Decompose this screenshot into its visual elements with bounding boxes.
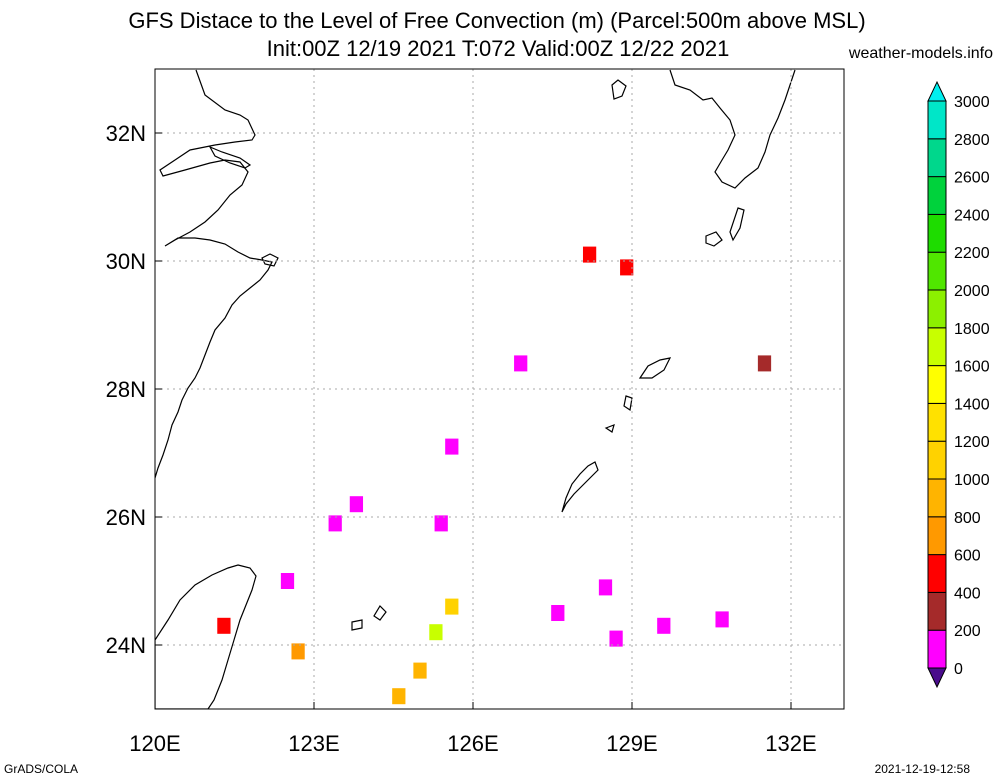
footer-credit: GrADS/COLA (4, 762, 79, 776)
map-title: GFS Distace to the Level of Free Convect… (128, 8, 866, 33)
zhoushan-islands (261, 253, 279, 267)
field-cell-3 (514, 355, 528, 372)
field-cell-13 (413, 662, 427, 679)
colorbar-label: 2600 (954, 170, 990, 187)
shanghai-estuary (208, 145, 252, 169)
lat-tick-label: 26N (106, 505, 146, 530)
footer-timestamp: 2021-12-19-12:58 (874, 762, 970, 776)
colorbar-label: 2400 (954, 207, 990, 224)
colorbar-label: 200 (954, 623, 981, 640)
colorbar-label: 0 (954, 661, 963, 678)
colorbar-label: 600 (954, 548, 981, 565)
colorbar: 0 200 400 600 800 1000 1200 1400 1600 1800 2000 220… (927, 80, 990, 689)
field-cell-15 (551, 605, 565, 621)
field-cell-5 (349, 496, 364, 513)
field-cell-6 (328, 515, 342, 532)
colorbar-segment-7 (927, 365, 947, 404)
colorbar-segment-13 (927, 138, 947, 178)
lat-tick-label: 30N (106, 249, 146, 274)
field-cell-10 (291, 643, 305, 660)
colorbar-segment-5 (927, 440, 947, 480)
colorbar-segment-6 (927, 402, 947, 442)
tokunoshima (623, 395, 633, 412)
colorbar-segment-11 (927, 213, 947, 253)
colorbar-label: 400 (954, 585, 981, 602)
colorbar-label: 1000 (954, 472, 990, 489)
colorbar-segment-12 (927, 176, 947, 215)
colorbar-label: 800 (954, 510, 981, 527)
field-cell-16 (598, 579, 613, 596)
field-cell-19 (715, 611, 729, 628)
lon-tick-label: 123E (288, 731, 339, 756)
colorbar-segment-2 (927, 554, 947, 593)
colorbar-label: 2000 (954, 283, 990, 300)
colorbar-segment-4 (927, 478, 947, 518)
colorbar-label: 1600 (954, 359, 990, 376)
field-cell-7 (434, 515, 448, 532)
field-cell-12 (429, 624, 443, 641)
colorbar-label: 1200 (954, 434, 990, 451)
colorbar-label: 2200 (954, 245, 990, 262)
taiwan-coastline (155, 564, 257, 709)
lat-tick-label: 32N (106, 121, 146, 146)
okinoerabu (604, 424, 615, 433)
map-subtitle: Init:00Z 12/19 2021 T:072 Valid:00Z 12/2… (266, 36, 730, 61)
colorbar-label: 2800 (954, 132, 990, 149)
korea-coastline (611, 79, 627, 100)
field-cell-14 (392, 688, 406, 705)
field-cell-4 (445, 438, 459, 455)
ishigaki-island (351, 619, 363, 631)
colorbar-segment-10 (927, 251, 947, 291)
field-cell-0 (582, 246, 597, 263)
axis-labels: 120E 123E 126E 129E 132E 24N 26N 28N 30N 32N (106, 121, 817, 756)
field-cell-8 (280, 573, 295, 589)
kyushu-coastline (669, 69, 796, 189)
field-cell-1 (620, 259, 634, 276)
yakushima (705, 231, 723, 247)
colorbar-label: 3000 (954, 94, 990, 111)
amami-oshima (638, 357, 672, 379)
field-cell-9 (217, 617, 231, 634)
colorbar-under-triangle (927, 667, 947, 689)
colorbar-segment-14 (927, 100, 947, 140)
colorbar-label: 1400 (954, 396, 990, 413)
colorbar-label: 1800 (954, 321, 990, 338)
china-coastline (155, 69, 273, 479)
lon-tick-label: 120E (129, 731, 180, 756)
lon-tick-label: 126E (447, 731, 498, 756)
field-layer (217, 246, 772, 705)
lon-tick-label: 129E (606, 731, 657, 756)
miyako-island (373, 605, 387, 621)
site-label: weather-models.info (848, 45, 993, 62)
colorbar-segment-8 (927, 327, 947, 367)
graticule (155, 69, 844, 709)
lat-tick-label: 24N (106, 633, 146, 658)
colorbar-over-triangle (927, 80, 947, 102)
coastline-layer (155, 69, 796, 709)
lat-tick-label: 28N (106, 377, 146, 402)
field-cell-18 (657, 617, 671, 634)
colorbar-segment-1 (927, 591, 947, 631)
field-cell-2 (757, 355, 772, 372)
field-cell-11 (445, 598, 459, 615)
tanegashima (729, 207, 745, 242)
okinawa-island (561, 461, 599, 513)
lon-tick-label: 132E (765, 731, 816, 756)
colorbar-segment-3 (927, 516, 947, 556)
colorbar-segment-0 (927, 629, 947, 669)
field-cell-17 (609, 630, 623, 647)
colorbar-segment-9 (927, 289, 947, 329)
